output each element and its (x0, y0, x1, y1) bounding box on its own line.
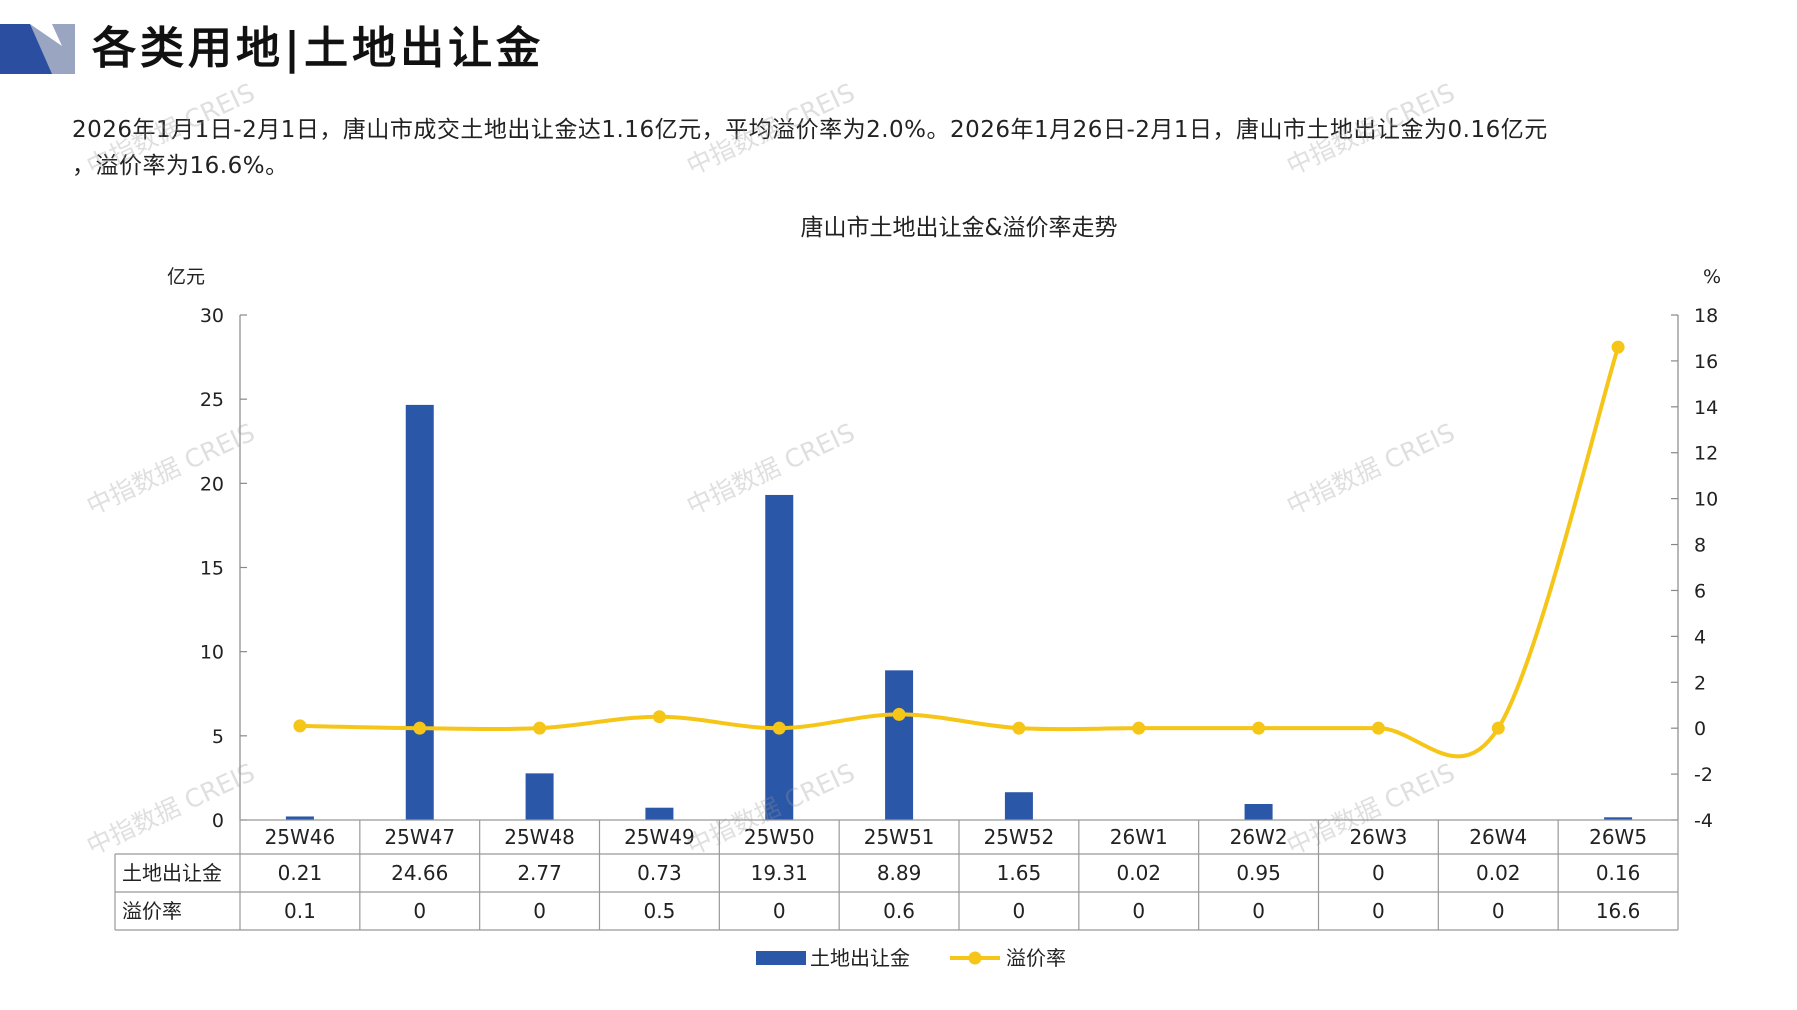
logo-white-notch (30, 24, 62, 46)
premium-rate-point-25W47 (413, 721, 427, 735)
data-label-land-fee-25W52: 1.65 (997, 861, 1042, 885)
data-label-premium-rate-25W48: 0 (533, 899, 546, 923)
data-label-land-fee-26W5: 0.16 (1596, 861, 1641, 885)
data-label-land-fee-26W1: 0.02 (1116, 861, 1161, 885)
premium-rate-point-25W48 (533, 721, 547, 735)
y-right-tick-label: 0 (1694, 718, 1706, 740)
y-right-tick-label: 8 (1694, 535, 1706, 557)
data-label-land-fee-25W47: 24.66 (391, 861, 448, 885)
data-label-land-fee-25W49: 0.73 (637, 861, 682, 885)
premium-rate-point-25W49 (652, 710, 666, 724)
y-left-tick-label: 30 (200, 305, 224, 327)
y-right-tick-label: 18 (1694, 305, 1718, 327)
y-right-tick-label: 14 (1694, 397, 1718, 419)
legend-label-premium-rate: 溢价率 (1006, 946, 1066, 970)
data-label-premium-rate-26W3: 0 (1372, 899, 1385, 923)
data-label-premium-rate-25W50: 0 (773, 899, 786, 923)
y-left-tick-label: 25 (200, 389, 224, 411)
legend-key-marker (968, 951, 982, 965)
premium-rate-line (299, 346, 1620, 759)
x-tick-label-25W48: 25W48 (504, 825, 575, 849)
x-tick-label-25W50: 25W50 (744, 825, 815, 849)
y-right-tick-label: -2 (1694, 764, 1713, 786)
x-tick-label-25W51: 25W51 (864, 825, 935, 849)
y-right-tick-label: 12 (1694, 443, 1718, 465)
y-left-tick-label: 20 (200, 473, 224, 495)
premium-rate-point-25W46 (293, 719, 307, 733)
x-tick-label-25W49: 25W49 (624, 825, 695, 849)
data-label-land-fee-26W3: 0 (1372, 861, 1385, 885)
premium-rate-point-26W4 (1491, 721, 1505, 735)
data-label-premium-rate-25W51: 0.6 (883, 899, 915, 923)
data-label-premium-rate-26W1: 0 (1132, 899, 1145, 923)
premium-rate-point-25W52 (1012, 721, 1026, 735)
data-label-land-fee-25W51: 8.89 (877, 861, 922, 885)
data-label-land-fee-25W46: 0.21 (278, 861, 323, 885)
y-right-tick-label: 2 (1694, 672, 1706, 694)
summary-line-2: ，溢价率为16.6%。 (72, 153, 289, 179)
summary-text: 2026年1月1日-2月1日，唐山市成交土地出让金达1.16亿元，平均溢价率为2… (72, 112, 1742, 184)
y-right-axis-label: % (1703, 266, 1721, 288)
y-right-tick-label: 4 (1694, 626, 1706, 648)
chart-title: 唐山市土地出让金&溢价率走势 (801, 215, 1118, 241)
table-row-label-land-fee: 土地出让金 (122, 861, 222, 885)
data-label-land-fee-26W2: 0.95 (1236, 861, 1281, 885)
data-label-land-fee-25W50: 19.31 (751, 861, 808, 885)
premium-rate-point-26W2 (1252, 721, 1266, 735)
premium-rate-point-26W1 (1132, 721, 1146, 735)
y-left-tick-label: 10 (200, 642, 224, 664)
bar-25W47 (405, 404, 434, 820)
y-right-tick-label: 16 (1694, 351, 1718, 373)
y-right-tick-label: 6 (1694, 580, 1706, 602)
x-tick-label-26W3: 26W3 (1349, 825, 1407, 849)
summary-line-1: 2026年1月1日-2月1日，唐山市成交土地出让金达1.16亿元，平均溢价率为2… (72, 117, 1548, 143)
logo-dark-shape (0, 24, 52, 74)
data-label-premium-rate-26W5: 16.6 (1596, 899, 1641, 923)
data-label-land-fee-26W4: 0.02 (1476, 861, 1521, 885)
data-label-premium-rate-26W4: 0 (1492, 899, 1505, 923)
header-logo (0, 24, 75, 74)
y-left-tick-label: 5 (212, 726, 224, 748)
y-right-tick-label: 10 (1694, 489, 1718, 511)
x-tick-label-25W52: 25W52 (984, 825, 1055, 849)
data-label-land-fee-25W48: 2.77 (517, 861, 562, 885)
bar-25W50 (765, 494, 794, 820)
y-left-tick-label: 15 (200, 558, 224, 580)
data-label-premium-rate-25W46: 0.1 (284, 899, 316, 923)
bar-26W2 (1244, 804, 1273, 820)
y-left-tick-label: 0 (212, 810, 224, 832)
x-tick-label-26W2: 26W2 (1230, 825, 1288, 849)
premium-rate-point-26W5 (1611, 340, 1625, 354)
x-tick-label-26W4: 26W4 (1469, 825, 1527, 849)
table-row-label-premium-rate: 溢价率 (122, 899, 182, 923)
premium-rate-point-26W3 (1371, 721, 1385, 735)
x-tick-label-25W47: 25W47 (384, 825, 455, 849)
premium-rate-point-25W51 (892, 707, 906, 721)
y-left-axis-label: 亿元 (167, 266, 205, 288)
x-tick-label-26W1: 26W1 (1110, 825, 1168, 849)
data-label-premium-rate-25W47: 0 (413, 899, 426, 923)
bar-25W46 (285, 816, 314, 820)
legend-key-bar (756, 951, 806, 965)
bar-25W51 (885, 670, 914, 820)
bar-25W48 (525, 773, 554, 820)
data-label-premium-rate-25W52: 0 (1013, 899, 1026, 923)
data-label-premium-rate-26W2: 0 (1252, 899, 1265, 923)
y-right-tick-label: -4 (1694, 810, 1713, 832)
premium-rate-point-25W50 (772, 721, 786, 735)
bar-25W52 (1004, 792, 1033, 820)
data-label-premium-rate-25W49: 0.5 (644, 899, 676, 923)
bar-25W49 (645, 807, 674, 820)
legend-label-land-fee: 土地出让金 (810, 946, 910, 970)
x-tick-label-26W5: 26W5 (1589, 825, 1647, 849)
page-title: 各类用地|土地出让金 (92, 23, 545, 74)
bar-26W5 (1604, 817, 1633, 820)
x-tick-label-25W46: 25W46 (265, 825, 336, 849)
